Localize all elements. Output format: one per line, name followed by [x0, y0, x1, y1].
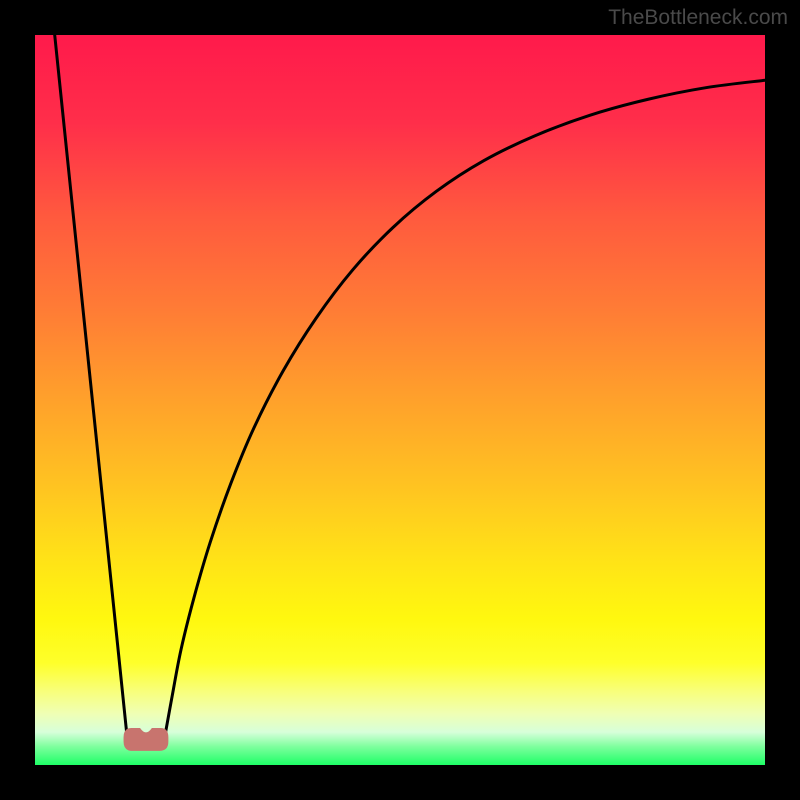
- left-descent-line: [55, 35, 127, 736]
- attribution-text: TheBottleneck.com: [608, 6, 788, 30]
- right-rising-curve: [165, 80, 765, 736]
- curve-layer: [35, 35, 765, 765]
- valley-marker: [124, 729, 168, 751]
- plot-area: [35, 35, 765, 765]
